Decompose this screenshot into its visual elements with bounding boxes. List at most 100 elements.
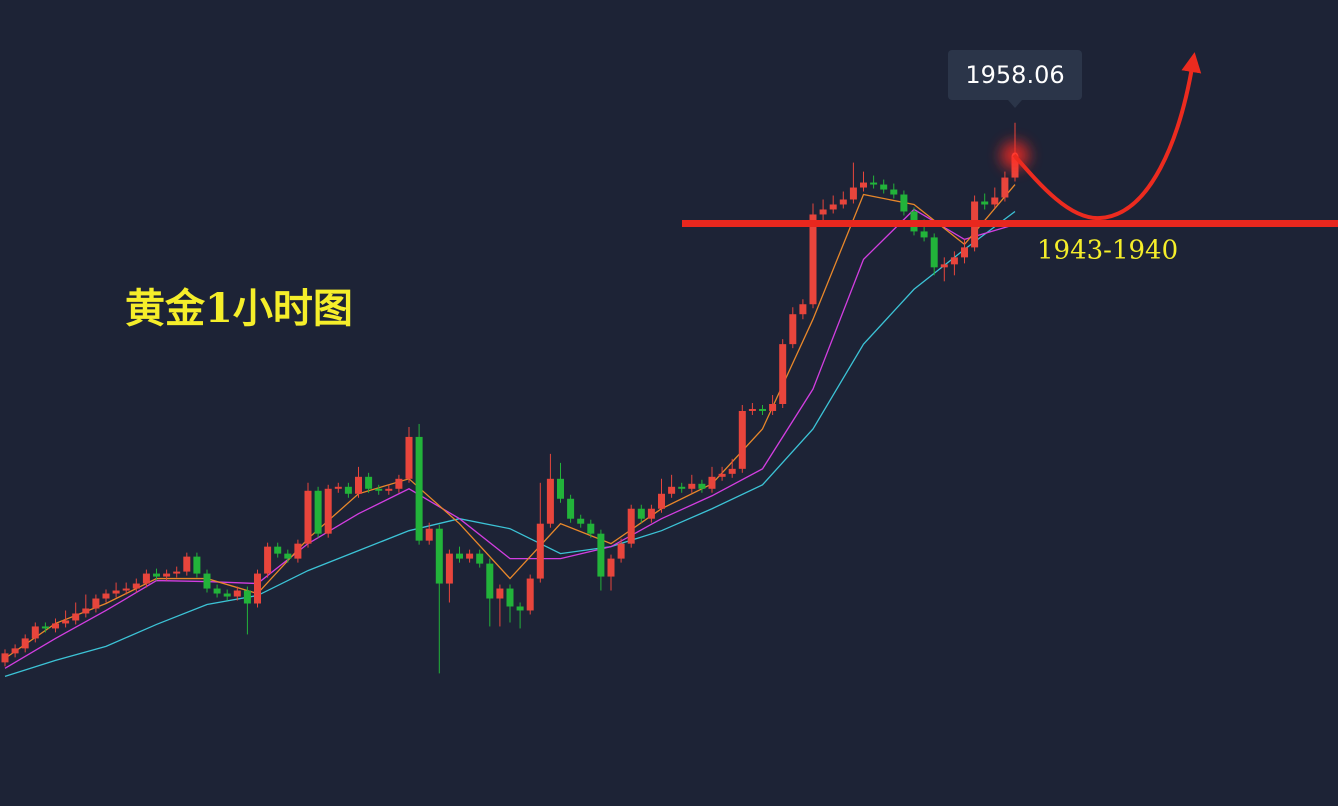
candle-body [860, 182, 867, 188]
candle-body [698, 483, 706, 489]
candle-body [617, 543, 625, 559]
candle-body [82, 608, 90, 614]
candle-body [991, 197, 999, 205]
candle-body [355, 476, 362, 494]
candle-body [829, 204, 837, 210]
ma-line [4, 184, 1016, 659]
candle-body [748, 408, 756, 411]
candle-body [506, 588, 514, 607]
candle-body [880, 184, 888, 190]
candle-body [870, 182, 878, 185]
candle-body [557, 478, 564, 499]
candle-body [254, 573, 261, 604]
tooltip-box [948, 50, 1082, 100]
candle-body [819, 209, 827, 215]
candle-body [466, 553, 474, 559]
candle-body [375, 488, 383, 491]
candle-body [274, 546, 282, 554]
candle-body [587, 523, 595, 534]
candle-body [627, 508, 635, 544]
candle-body [102, 593, 110, 599]
candle-body [233, 590, 241, 597]
candle-body [456, 553, 463, 559]
candle-body [486, 563, 494, 599]
candle-body [132, 583, 140, 589]
candle-body [890, 189, 898, 195]
candle-body [779, 344, 787, 404]
candle-body [920, 231, 928, 238]
candle-body [163, 573, 171, 577]
candle-body [385, 488, 393, 491]
candle-body [405, 436, 413, 479]
candle-body [961, 247, 968, 258]
candle-body [526, 578, 534, 611]
candle-body [142, 573, 150, 584]
candle-body [476, 553, 484, 564]
candle-body [728, 468, 736, 474]
candle-body [678, 486, 686, 489]
candle-body [41, 626, 49, 629]
candle-body [759, 408, 766, 411]
candle-body [284, 553, 292, 559]
candle-body [203, 573, 211, 589]
candle-body [809, 214, 817, 305]
candle-body [577, 518, 585, 524]
candle-body [52, 623, 59, 629]
candle-body [72, 613, 80, 621]
candle-body [950, 257, 958, 265]
candle-body [395, 478, 403, 489]
candle-body [769, 403, 777, 411]
candle-body [112, 590, 120, 594]
candle-body [688, 483, 696, 489]
ma-line [4, 208, 1016, 669]
ma-line [4, 210, 1016, 677]
candle-body [839, 199, 847, 205]
candle-body [708, 476, 716, 489]
candle-body [940, 264, 948, 268]
candle-body [930, 237, 938, 268]
candle-body [122, 588, 130, 591]
candle-body [658, 493, 665, 509]
candle-body [223, 593, 231, 597]
candle-body [365, 476, 373, 489]
candle-body [647, 508, 655, 519]
candle-body [1, 653, 9, 663]
candle-body [31, 626, 39, 639]
candle-body [738, 410, 746, 469]
candle-body [496, 588, 504, 599]
candle-body [789, 314, 797, 345]
candle-body [799, 304, 807, 315]
support-label: 1943-1940 [1037, 235, 1178, 265]
candle-body [415, 436, 423, 541]
chart-title: 黄金1小时图 [125, 285, 353, 332]
forecast-arrow [1012, 52, 1202, 221]
candle-body [849, 187, 857, 200]
candle-body [981, 201, 989, 205]
candle-body [536, 523, 544, 579]
candle-body [21, 638, 29, 649]
tooltip-label: 1958.06 [965, 61, 1064, 89]
candle-body [11, 648, 19, 654]
candle-body [425, 528, 433, 541]
candle-body [445, 553, 453, 584]
candle-body [334, 486, 342, 489]
candle-body [516, 606, 524, 611]
candle-body [304, 490, 312, 544]
plot-area: 1943-1940 1958.06 [1, 50, 1338, 677]
candle-body [324, 488, 332, 534]
candle-body [718, 473, 726, 477]
candle-body [567, 498, 575, 519]
candle-body [213, 588, 221, 594]
candle-body [314, 490, 322, 534]
candle-body [92, 598, 100, 609]
candle-body [435, 528, 443, 584]
candle-body [243, 590, 251, 604]
candle-body [294, 543, 302, 559]
candle-body [173, 571, 181, 574]
candle-body [344, 486, 352, 494]
candle-body [153, 573, 160, 577]
candle-body [900, 194, 908, 212]
candle-body [637, 508, 645, 519]
